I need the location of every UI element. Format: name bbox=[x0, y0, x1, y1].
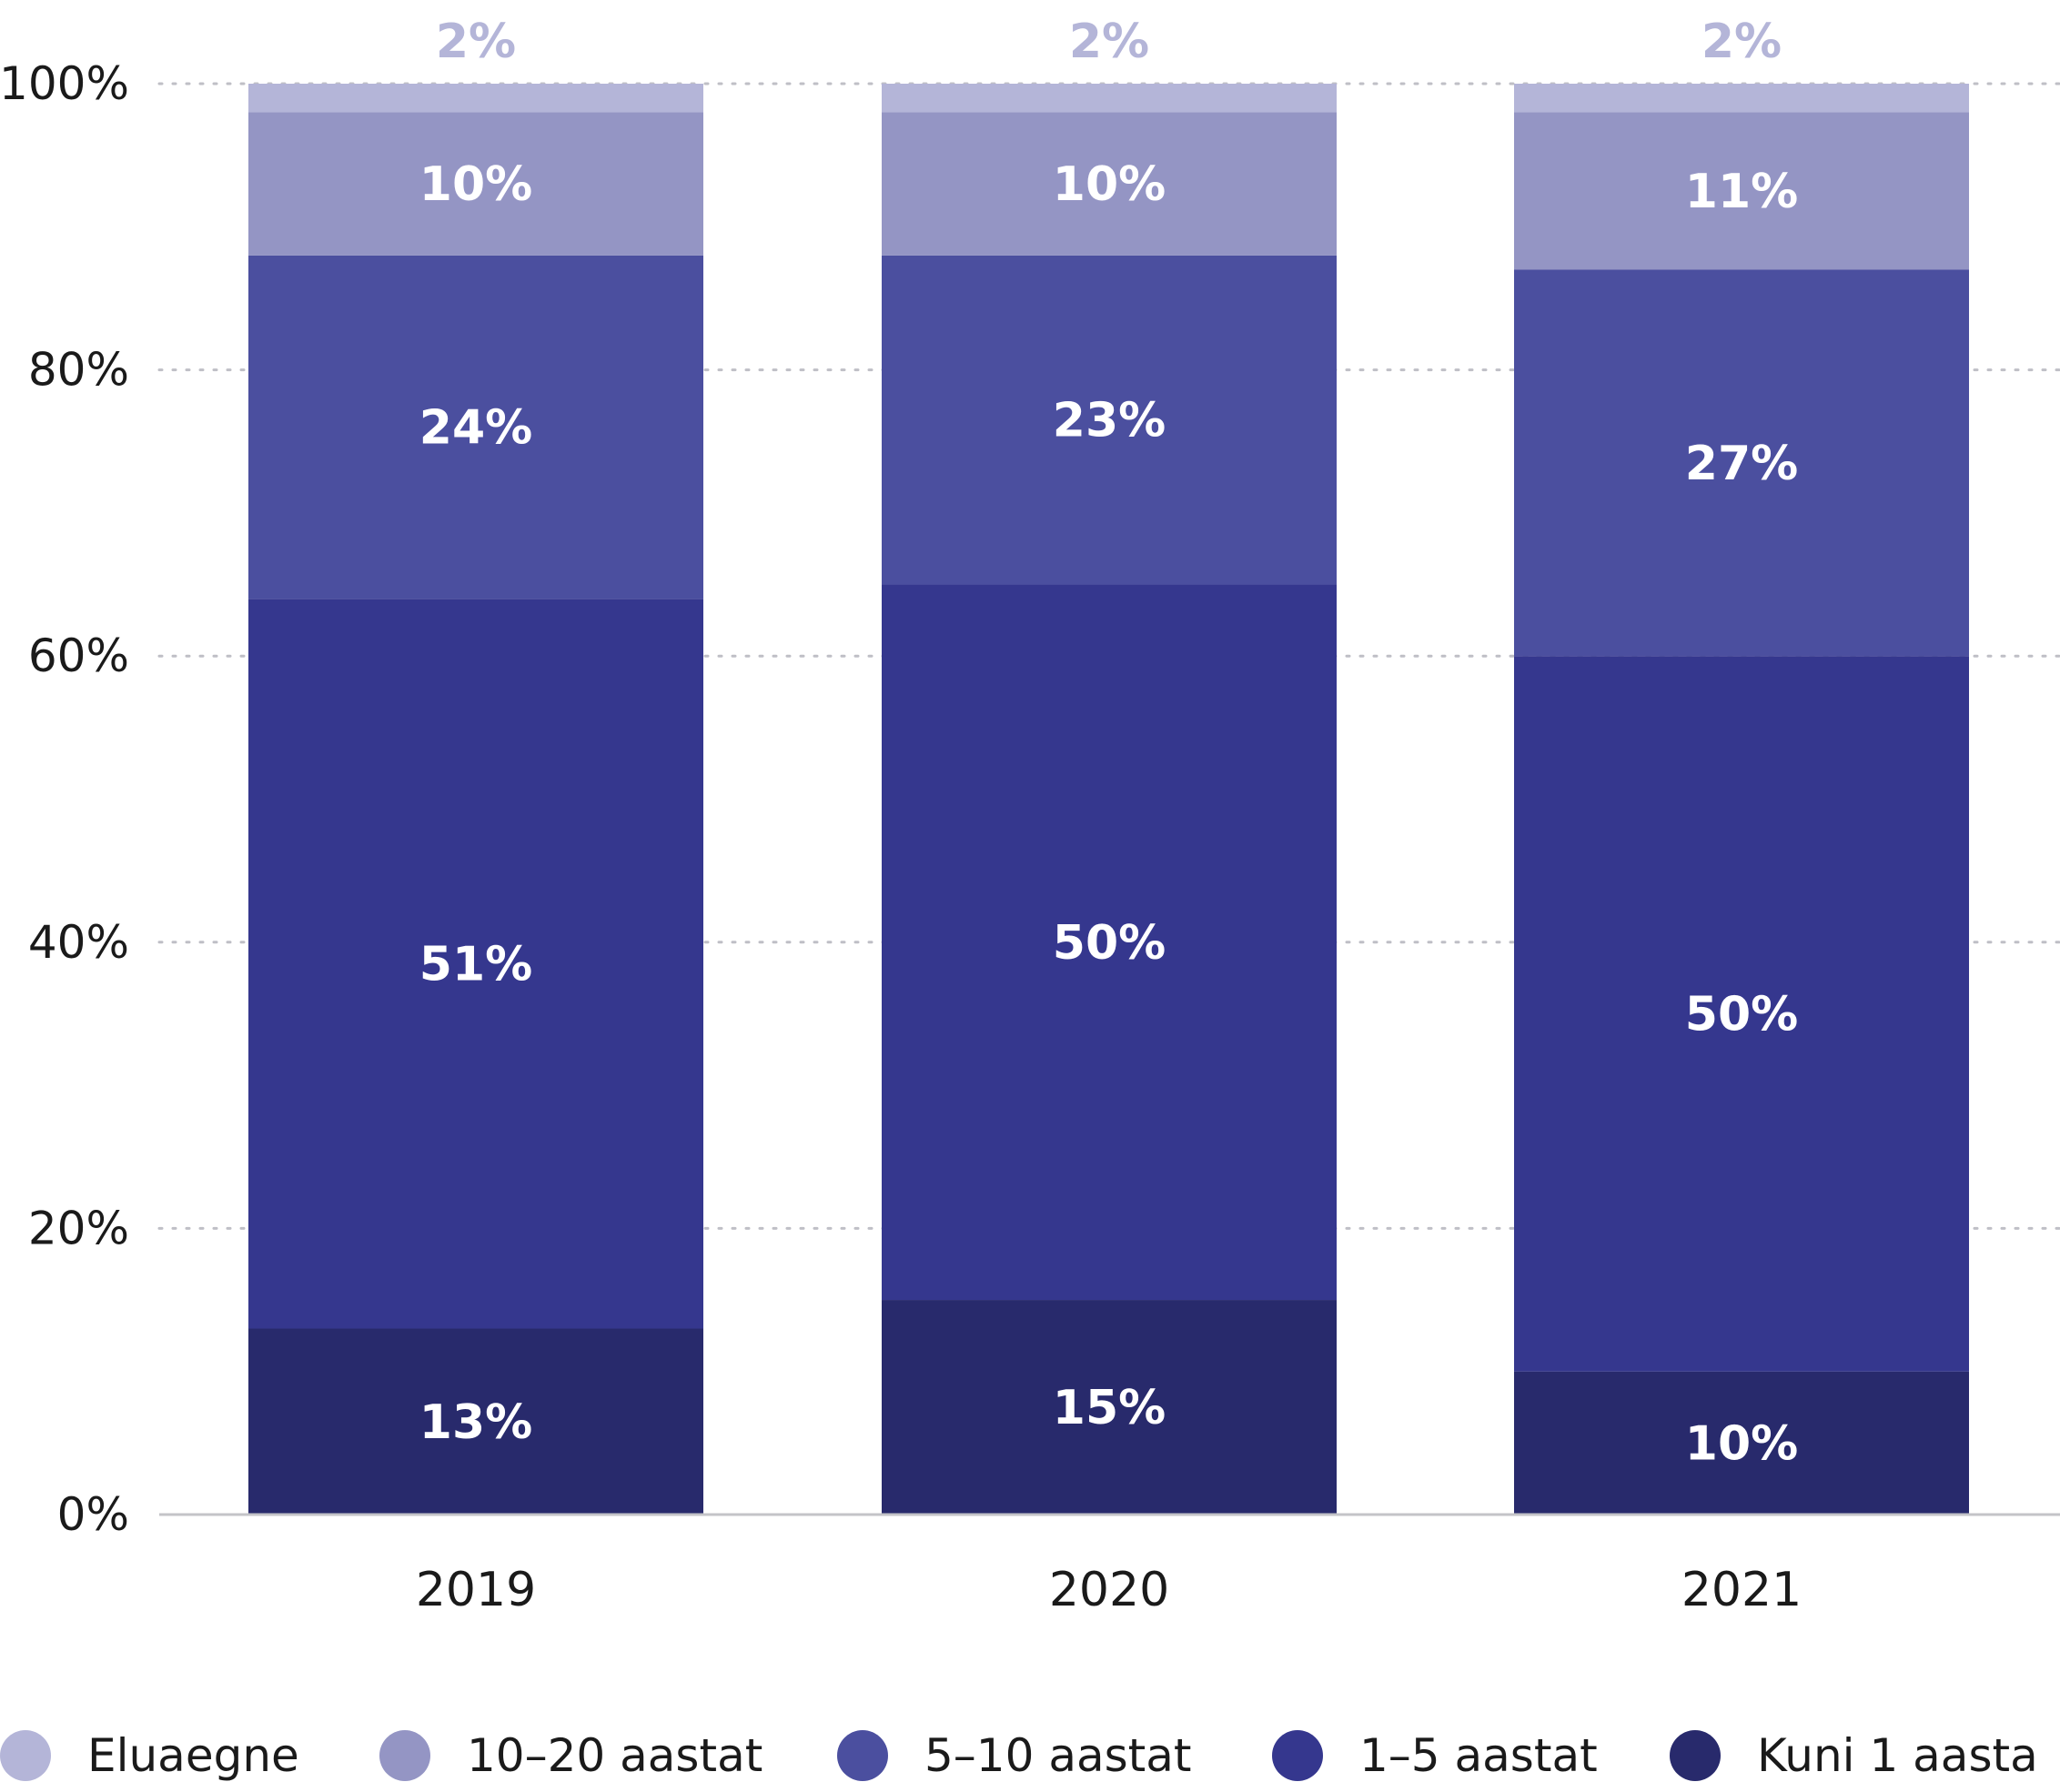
data-label: 2% bbox=[436, 15, 516, 69]
legend-label: 10–20 aastat bbox=[467, 1729, 763, 1782]
legend-swatch bbox=[1670, 1730, 1721, 1781]
bar-segment bbox=[882, 112, 1337, 256]
data-label: 10% bbox=[1053, 157, 1166, 212]
legend-item-kuni-1-aasta: Kuni 1 aasta bbox=[1670, 1724, 2038, 1787]
legend: Eluaegne 10–20 aastat 5–10 aastat 1–5 aa… bbox=[0, 1724, 2060, 1787]
data-label: 50% bbox=[1685, 987, 1798, 1042]
legend-label: Kuni 1 aasta bbox=[1757, 1729, 2038, 1782]
legend-swatch bbox=[837, 1730, 888, 1781]
bar-segment bbox=[248, 84, 703, 113]
bar-segment bbox=[882, 84, 1337, 113]
data-label: 27% bbox=[1685, 437, 1798, 491]
data-label: 15% bbox=[1053, 1381, 1166, 1435]
data-label: 2% bbox=[1069, 15, 1149, 69]
x-tick-label: 2021 bbox=[1681, 1563, 1802, 1617]
legend-swatch bbox=[379, 1730, 430, 1781]
legend-swatch bbox=[0, 1730, 51, 1781]
y-tick-label: 0% bbox=[57, 1488, 129, 1541]
x-tick-label: 2020 bbox=[1049, 1563, 1169, 1617]
legend-item-10-20-aastat: 10–20 aastat bbox=[379, 1724, 762, 1787]
data-label: 50% bbox=[1053, 916, 1166, 971]
bar-segment bbox=[1514, 656, 1969, 1372]
legend-item-eluaegne: Eluaegne bbox=[0, 1724, 299, 1787]
bar-segment bbox=[1514, 269, 1969, 657]
stacked-bar-chart: 0% 20% 40% 60% 80% 100% 13% 51% 24% 10% 2% 15% 50% 2… bbox=[0, 15, 2060, 1617]
data-label: 24% bbox=[419, 401, 532, 456]
data-label: 11% bbox=[1685, 165, 1798, 219]
y-axis-ticks: 0% 20% 40% 60% 80% 100% bbox=[0, 57, 129, 1541]
legend-label: Eluaegne bbox=[87, 1729, 299, 1782]
x-axis-ticks: 2019 2020 2021 bbox=[416, 1563, 1802, 1617]
legend-item-5-10-aastat: 5–10 aastat bbox=[837, 1724, 1192, 1787]
x-tick-label: 2019 bbox=[416, 1563, 536, 1617]
y-tick-label: 20% bbox=[28, 1202, 129, 1254]
data-label: 10% bbox=[419, 157, 532, 212]
bar-segment bbox=[882, 584, 1337, 1301]
y-tick-label: 80% bbox=[28, 344, 129, 397]
bar-segment bbox=[1514, 84, 1969, 113]
bar-segment bbox=[1514, 1371, 1969, 1515]
y-tick-label: 60% bbox=[28, 629, 129, 682]
data-label: 10% bbox=[1685, 1416, 1798, 1471]
data-label: 13% bbox=[419, 1395, 532, 1450]
y-tick-label: 40% bbox=[28, 916, 129, 969]
bars: 13% 51% 24% 10% 2% 15% 50% 23% 10% 2% 10% 50% 27% 11%… bbox=[248, 15, 1969, 1515]
bar-segment bbox=[248, 255, 703, 599]
data-label: 23% bbox=[1053, 394, 1166, 448]
bar-segment bbox=[882, 255, 1337, 585]
legend-label: 1–5 aastat bbox=[1359, 1729, 1598, 1782]
bar-segment bbox=[248, 599, 703, 1329]
bar-segment bbox=[248, 1328, 703, 1515]
legend-item-1-5-aastat: 1–5 aastat bbox=[1272, 1724, 1598, 1787]
bar-segment bbox=[248, 112, 703, 256]
y-tick-label: 100% bbox=[0, 57, 129, 110]
data-label: 2% bbox=[1702, 15, 1782, 69]
legend-label: 5–10 aastat bbox=[924, 1729, 1192, 1782]
legend-swatch bbox=[1272, 1730, 1323, 1781]
data-label: 51% bbox=[419, 937, 532, 992]
bar-segment bbox=[1514, 112, 1969, 270]
bar-segment bbox=[882, 1300, 1337, 1515]
